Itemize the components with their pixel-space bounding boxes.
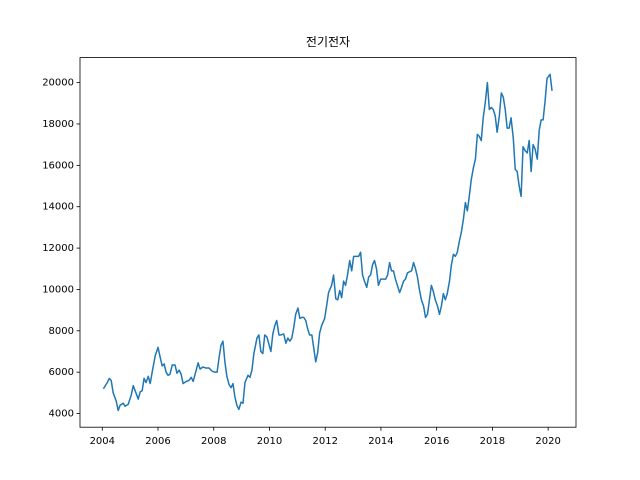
x-tick-label: 2020 [535,436,560,447]
y-tick-label: 4000 [49,409,74,420]
x-tick-label: 2012 [312,436,337,447]
x-tick-label: 2014 [368,436,393,447]
x-tick-label: 2016 [424,436,449,447]
x-tick-label: 2010 [257,436,282,447]
chart-title: 전기전자 [306,35,350,49]
y-tick-label: 10000 [42,284,74,295]
x-tick-label: 2008 [201,436,226,447]
y-tick-label: 18000 [42,119,74,130]
y-tick-label: 20000 [42,78,74,89]
y-tick-label: 14000 [42,202,74,213]
data-line [102,73,553,412]
x-tick-label: 2006 [145,436,170,447]
x-tick-label: 2004 [90,436,115,447]
y-tick-label: 6000 [49,367,74,378]
x-tick-label: 2018 [480,436,505,447]
y-tick-label: 8000 [49,326,74,337]
y-tick-label: 16000 [42,160,74,171]
y-tick-label: 12000 [42,243,74,254]
axes-frame [79,57,577,428]
